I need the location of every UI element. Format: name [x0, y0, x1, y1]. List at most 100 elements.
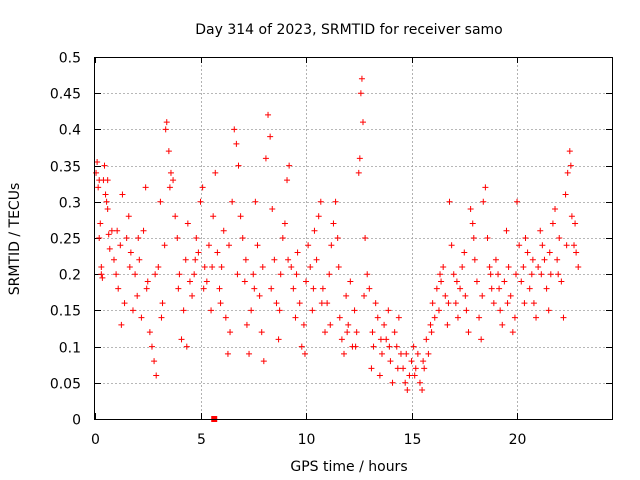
data-point [537, 227, 544, 234]
data-point [307, 263, 314, 270]
data-point [518, 278, 525, 285]
data-point [526, 285, 533, 292]
data-point [338, 336, 345, 343]
data-point [319, 285, 326, 292]
data-point [328, 242, 335, 249]
data-point [217, 300, 224, 307]
data-point [555, 271, 562, 278]
data-point [163, 119, 170, 126]
y-axis-label: SRMTID / TECUs [7, 183, 23, 296]
data-point [96, 235, 103, 241]
data-point [575, 263, 582, 270]
data-point [248, 307, 255, 314]
data-point [210, 213, 217, 220]
data-point [254, 242, 261, 249]
axis-ticks: 0 0.05 0.1 0.15 0.2 0.25 0.3 0.35 0.4 0.45 0.5 0 5 10… [50, 51, 612, 448]
data-point [214, 249, 221, 256]
data-point [182, 256, 189, 263]
data-point [292, 314, 299, 321]
data-point [212, 169, 219, 176]
data-point [572, 220, 579, 227]
data-point [175, 285, 182, 292]
data-point [404, 387, 411, 394]
data-point [378, 350, 385, 357]
data-point [499, 321, 506, 328]
data-point [189, 292, 196, 299]
data-point [234, 271, 241, 278]
data-point [496, 285, 503, 292]
data-point [420, 358, 427, 365]
data-point [504, 300, 511, 307]
data-point [556, 235, 563, 241]
y-tick-label: 0.2 [59, 268, 81, 284]
data-point [459, 263, 466, 270]
data-point [203, 278, 210, 285]
data-point [335, 263, 342, 270]
data-point [564, 169, 571, 176]
data-point [197, 198, 204, 205]
data-point [546, 249, 553, 256]
x-tick-label: 10 [298, 432, 316, 448]
data-point [423, 336, 430, 343]
data-point [368, 365, 375, 372]
data-point [516, 242, 523, 249]
data-point [140, 227, 147, 234]
data-point [136, 256, 143, 263]
data-point [298, 343, 305, 350]
data-point [142, 184, 149, 191]
data-point [394, 365, 401, 372]
data-point [528, 271, 535, 278]
data-point [256, 292, 263, 299]
data-point [560, 314, 567, 321]
y-tick-label: 0.05 [50, 377, 81, 393]
data-point [281, 220, 288, 227]
data-point [421, 365, 428, 372]
data-point [324, 300, 331, 307]
data-point [539, 242, 546, 249]
data-point [345, 321, 352, 328]
y-tick-label: 0.1 [59, 341, 81, 357]
data-point [99, 274, 106, 281]
data-point [366, 285, 373, 292]
data-point [377, 336, 384, 343]
data-point [411, 372, 418, 379]
chart-title: Day 314 of 2023, SRMTID for receiver sam… [195, 22, 503, 38]
data-point [440, 263, 447, 270]
data-point [227, 329, 234, 336]
data-point [403, 350, 410, 357]
data-point [104, 206, 111, 213]
data-point [205, 242, 212, 249]
data-point [364, 271, 371, 278]
data-point [383, 336, 390, 343]
data-point [216, 285, 223, 292]
data-point [269, 206, 276, 213]
data-point [490, 300, 497, 307]
data-point [186, 278, 193, 285]
data-point [200, 285, 207, 292]
data-point [427, 321, 434, 328]
data-point [300, 321, 307, 328]
x-tick-label: 0 [91, 432, 100, 448]
data-point [347, 278, 354, 285]
data-point [178, 336, 185, 343]
data-point [454, 314, 461, 321]
data-point [310, 285, 317, 292]
data-point [231, 126, 238, 133]
data-point [543, 285, 550, 292]
data-point [571, 242, 578, 249]
data-point [262, 155, 269, 162]
data-point [114, 227, 121, 234]
data-point [437, 271, 444, 278]
data-point [104, 177, 111, 184]
data-point [125, 213, 132, 220]
data-point [303, 278, 310, 285]
data-point [330, 220, 337, 227]
data-point [487, 271, 494, 278]
data-point [288, 263, 295, 270]
data-point [461, 249, 468, 256]
data-point [552, 206, 559, 213]
data-point [568, 213, 575, 220]
data-point [115, 285, 122, 292]
data-point [476, 314, 483, 321]
data-point [470, 235, 477, 241]
